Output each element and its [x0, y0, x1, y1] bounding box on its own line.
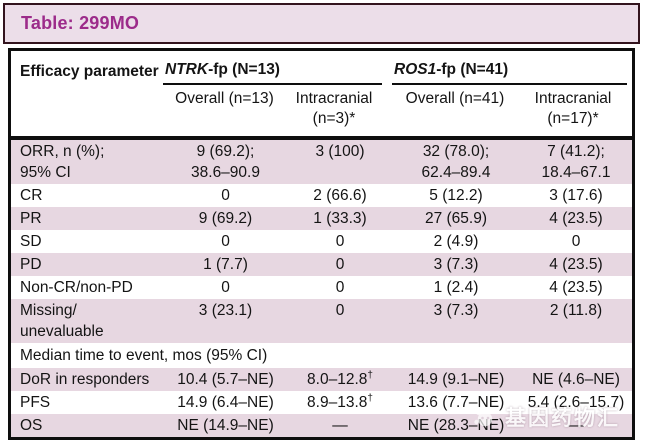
group-header-ntrk: NTRK-fp (N=13) Overall (n=13) Intracrani…: [163, 57, 382, 136]
param-line2: 95% CI: [20, 164, 71, 181]
table-body: ORR, n (%); 95% CI 9 (69.2); 38.6–90.9 3…: [11, 140, 632, 437]
subcolumn-overall-ntrk: Overall (n=13): [175, 90, 274, 107]
subcolumn-intracranial-ros1: Intracranial (n=17)*: [518, 89, 628, 129]
param-line1: ORR, n (%);: [20, 143, 105, 160]
value-cell: —: [332, 417, 348, 434]
table-row-sd: SD 0 0 2 (4.9) 0: [11, 230, 632, 253]
value-cell: 3 (7.3): [433, 302, 479, 319]
value-cell: 0: [335, 302, 345, 319]
value-cell: 0: [335, 279, 345, 296]
table-row-dor: DoR in responders 10.4 (5.7–NE) 8.0–12.8…: [11, 368, 632, 391]
value-cell: 27 (65.9): [424, 210, 488, 227]
value-cell: 4 (23.5): [549, 279, 603, 296]
param-cell: PR: [20, 210, 42, 227]
value-cell: 5.4 (2.6–15.7): [527, 394, 625, 411]
gene-name: NTRK: [165, 61, 209, 78]
param-line1: Missing/: [20, 302, 77, 319]
table-row-pfs: PFS 14.9 (6.4–NE) 8.9–13.8† 13.6 (7.7–NE…: [11, 391, 632, 414]
subcolumn-line1: Intracranial: [534, 90, 612, 107]
section-row-median-time: Median time to event, mos (95% CI): [11, 343, 632, 368]
value-cell: 1 (33.3): [313, 210, 367, 227]
value-line2: 18.4–67.1: [541, 164, 611, 181]
value-cell: 8.9–13.8†: [288, 392, 392, 413]
value-text: 8.0–12.8: [307, 371, 368, 388]
value-cell: 0: [335, 233, 345, 250]
dagger-footnote-mark: †: [367, 369, 373, 381]
value-cell: 10.4 (5.7–NE): [177, 371, 274, 388]
group-title-suffix: -fp (N=41): [436, 61, 509, 78]
value-cell: 0: [221, 187, 230, 204]
param-line2: unevaluable: [20, 323, 104, 340]
value-line2: 62.4–89.4: [421, 164, 491, 181]
value-cell: 0: [571, 233, 581, 250]
efficacy-table: Efficacy parameter NTRK-fp (N=13) Overal…: [8, 48, 635, 440]
param-cell: PFS: [20, 394, 51, 411]
value-cell: 7 (41.2); 18.4–67.1: [520, 141, 632, 183]
table-row-missing: Missing/ unevaluable 3 (23.1) 0 3 (7.3) …: [11, 299, 632, 343]
value-line1: 32 (78.0);: [422, 143, 490, 160]
value-cell: 5 (12.2): [429, 187, 483, 204]
subcolumn-overall-ros1: Overall (n=41): [405, 90, 505, 107]
param-column-header: Efficacy parameter: [20, 63, 159, 80]
table-row-orr: ORR, n (%); 95% CI 9 (69.2); 38.6–90.9 3…: [11, 140, 632, 184]
value-cell: NE (4.6–NE): [532, 371, 620, 388]
param-cell: PD: [20, 256, 42, 273]
value-cell: NE (28.3–NE): [407, 417, 505, 434]
value-cell: 2 (66.6): [313, 187, 367, 204]
group-title-ntrk: NTRK-fp (N=13): [163, 57, 382, 85]
param-cell: Non-CR/non-PD: [20, 279, 133, 296]
table-row-pr: PR 9 (69.2) 1 (33.3) 27 (65.9) 4 (23.5): [11, 207, 632, 230]
value-cell: 0: [221, 279, 230, 296]
value-line1: 3 (100): [315, 143, 365, 160]
value-cell: 9 (69.2); 38.6–90.9: [163, 141, 288, 183]
value-line2: 38.6–90.9: [191, 164, 260, 181]
table-row-noncr-nonpd: Non-CR/non-PD 0 0 1 (2.4) 4 (23.5): [11, 276, 632, 299]
table-title: Table: 299MO: [21, 13, 140, 33]
value-line1: 7 (41.2);: [547, 143, 605, 160]
value-cell: 3 (7.3): [433, 256, 479, 273]
value-cell: 4 (23.5): [549, 210, 603, 227]
value-cell: 0: [221, 233, 230, 250]
value-cell: —: [568, 417, 584, 434]
value-cell: 2 (11.8): [549, 302, 603, 319]
param-cell: SD: [20, 233, 42, 250]
value-cell: 3 (100): [288, 141, 392, 162]
value-line1: 9 (69.2);: [196, 143, 255, 160]
dagger-footnote-mark: †: [367, 392, 373, 404]
value-cell: 14.9 (9.1–NE): [407, 371, 505, 388]
group-header-ros1: ROS1-fp (N=41) Overall (n=41) Intracrani…: [392, 57, 627, 136]
param-cell: CR: [20, 187, 43, 204]
gene-name: ROS1: [394, 61, 437, 78]
param-cell: Missing/ unevaluable: [11, 300, 163, 342]
value-cell: 3 (23.1): [198, 302, 253, 319]
table-title-bar: Table: 299MO: [3, 3, 640, 44]
value-cell: 1 (2.4): [433, 279, 479, 296]
subcolumn-intracranial-ntrk: Intracranial (n=3)*: [286, 89, 382, 129]
value-cell: 13.6 (7.7–NE): [407, 394, 505, 411]
value-text: 8.9–13.8: [307, 394, 368, 411]
value-cell: 9 (69.2): [198, 210, 253, 227]
value-cell: 0: [335, 256, 345, 273]
param-cell: ORR, n (%); 95% CI: [11, 141, 163, 183]
value-cell: NE (14.9–NE): [177, 417, 274, 434]
value-cell: 4 (23.5): [549, 256, 603, 273]
param-cell: OS: [20, 417, 43, 434]
value-cell: 1 (7.7): [203, 256, 248, 273]
value-cell: 8.0–12.8†: [288, 369, 392, 390]
value-cell: 14.9 (6.4–NE): [177, 394, 274, 411]
value-cell: 32 (78.0); 62.4–89.4: [392, 141, 520, 183]
subcolumn-line2: (n=17)*: [547, 110, 599, 127]
value-cell: 2 (4.9): [433, 233, 479, 250]
table-row-os: OS NE (14.9–NE) — NE (28.3–NE) —: [11, 414, 632, 437]
group-title-ros1: ROS1-fp (N=41): [392, 57, 627, 85]
param-cell: DoR in responders: [20, 371, 150, 388]
table-row-cr: CR 0 2 (66.6) 5 (12.2) 3 (17.6): [11, 184, 632, 207]
subcolumn-line1: Intracranial: [295, 90, 373, 107]
table-row-pd: PD 1 (7.7) 0 3 (7.3) 4 (23.5): [11, 253, 632, 276]
subcolumn-line2: (n=3)*: [312, 110, 356, 127]
table-header: Efficacy parameter NTRK-fp (N=13) Overal…: [11, 51, 632, 140]
group-title-suffix: -fp (N=13): [208, 61, 280, 78]
value-cell: 3 (17.6): [549, 187, 603, 204]
